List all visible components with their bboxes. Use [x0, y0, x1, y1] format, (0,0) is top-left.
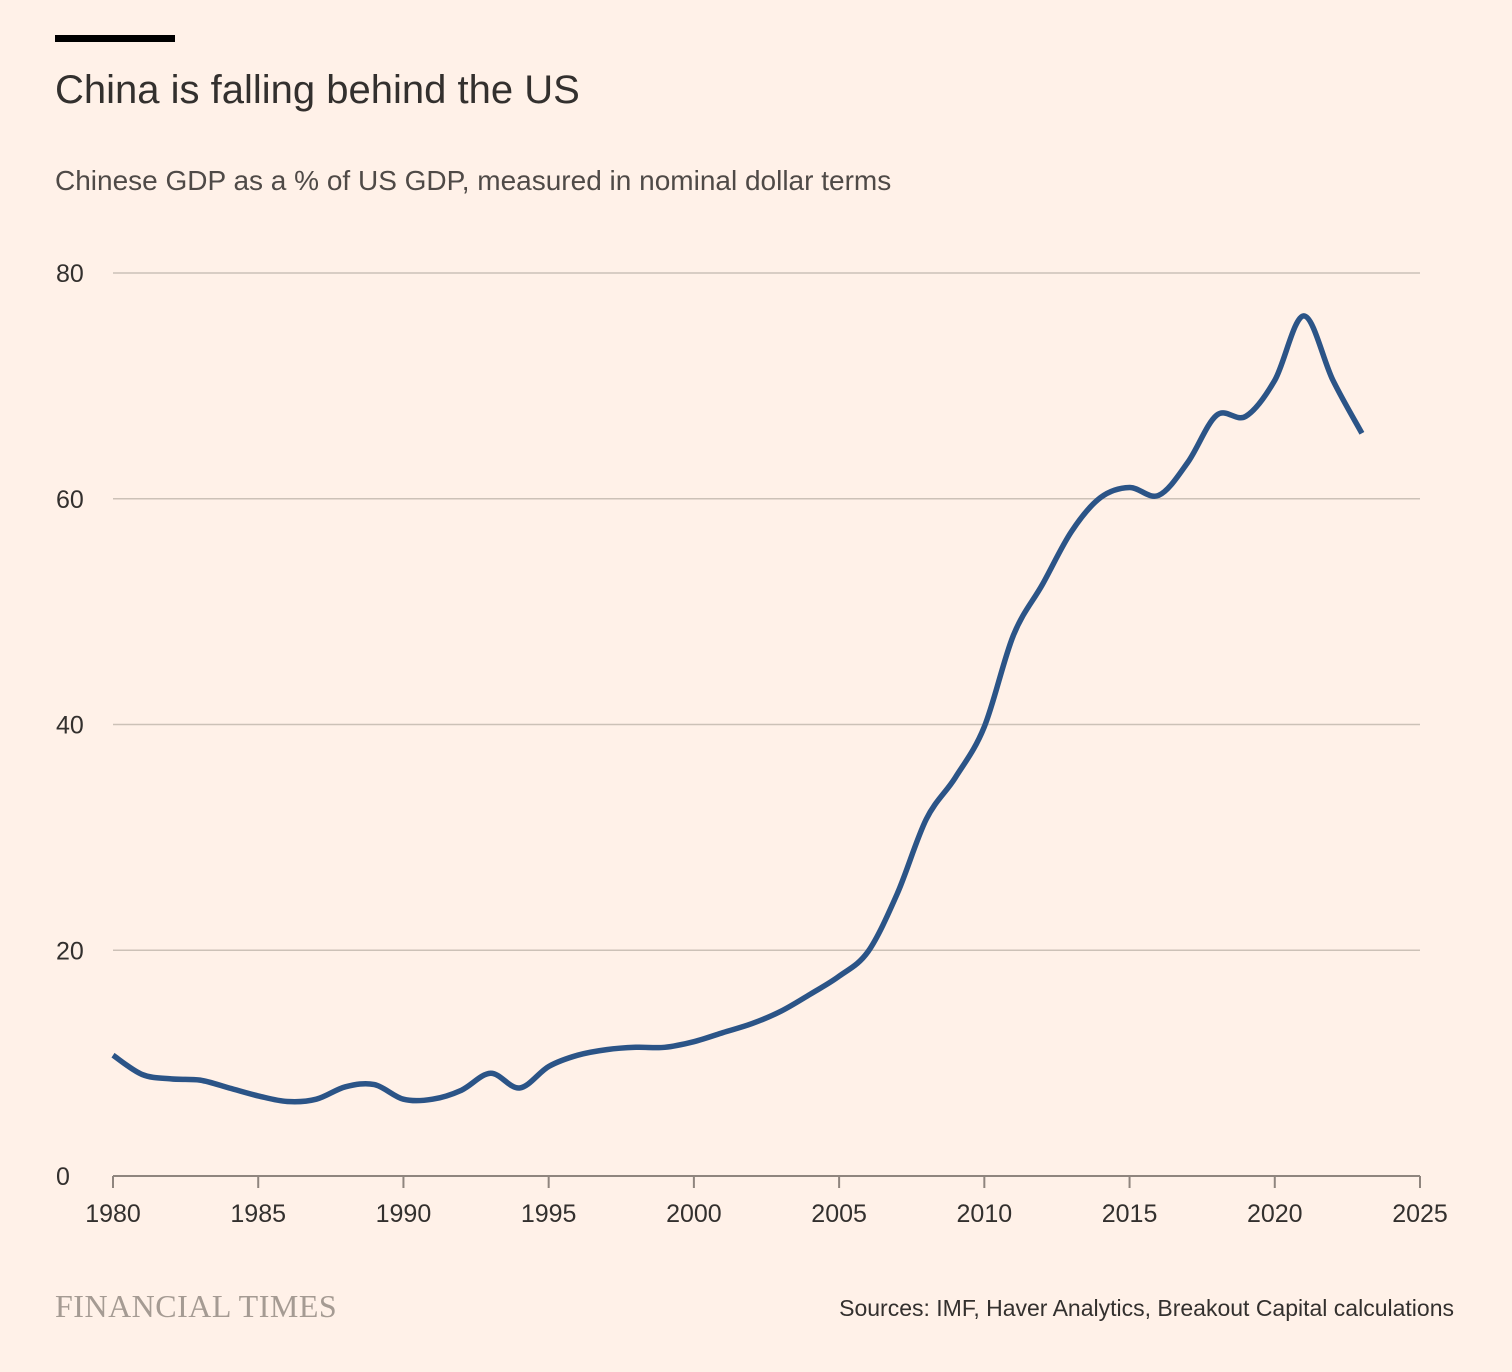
- ft-logo: FINANCIAL TIMES: [55, 1288, 338, 1324]
- y-tick-label: 40: [56, 712, 84, 740]
- y-tick-label: 60: [56, 486, 84, 514]
- x-tick-label: 2025: [1392, 1200, 1448, 1228]
- y-tick-label: 20: [56, 937, 84, 965]
- x-tick-label: 1995: [521, 1200, 577, 1228]
- series-line-0: [111, 313, 1365, 1105]
- chart-subtitle: Chinese GDP as a % of US GDP, measured i…: [55, 165, 892, 196]
- x-tick-label: 2015: [1102, 1200, 1158, 1228]
- x-tick-label: 1990: [376, 1200, 432, 1228]
- brand-top-bar: [55, 35, 175, 42]
- x-tick-label: 1980: [85, 1200, 141, 1228]
- y-tick-label: 0: [56, 1163, 70, 1191]
- x-tick-label: 2005: [811, 1200, 867, 1228]
- series-layer: [111, 313, 1365, 1105]
- y-axis: 0 20 40 60 80: [56, 260, 84, 1191]
- x-tick-label: 2020: [1247, 1200, 1303, 1228]
- gridlines: [113, 272, 1420, 952]
- x-tick-label: 1985: [230, 1200, 286, 1228]
- x-tick-label: 2010: [957, 1200, 1013, 1228]
- x-axis: 1980 1985 1990 1995 2000 2005 2010 2015 2020 2025: [85, 1175, 1448, 1228]
- x-tick-label: 2000: [666, 1200, 722, 1228]
- source-note: Sources: IMF, Haver Analytics, Breakout …: [839, 1295, 1454, 1321]
- chart-title: China is falling behind the US: [55, 68, 580, 112]
- y-tick-label: 80: [56, 260, 84, 288]
